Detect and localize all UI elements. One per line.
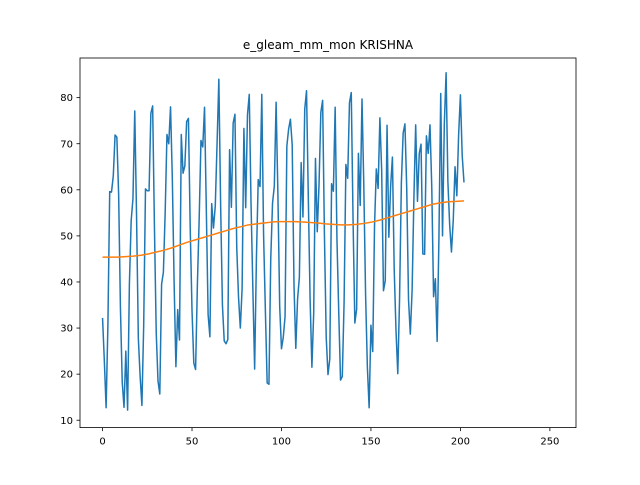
x-tick-label: 0 bbox=[99, 437, 105, 448]
y-tick-label: 30 bbox=[60, 324, 73, 335]
y-tick-label: 60 bbox=[60, 185, 73, 196]
x-axis: 0 50 100 150 200 250 bbox=[99, 427, 559, 448]
y-tick-label: 10 bbox=[60, 416, 73, 427]
x-tick-label: 200 bbox=[451, 437, 470, 448]
series-line-trend bbox=[102, 200, 465, 258]
y-tick-label: 20 bbox=[60, 370, 73, 381]
plot-lines bbox=[101, 72, 465, 411]
y-tick-label: 50 bbox=[60, 231, 73, 242]
y-tick-label: 70 bbox=[60, 139, 73, 150]
x-tick-label: 250 bbox=[540, 437, 559, 448]
y-tick-label: 80 bbox=[60, 93, 73, 104]
y-axis: 10 20 30 40 50 60 70 80 bbox=[60, 93, 80, 427]
x-tick-label: 50 bbox=[186, 437, 199, 448]
x-tick-label: 100 bbox=[272, 437, 291, 448]
chart-title: e_gleam_mm_mon KRISHNA bbox=[243, 38, 414, 52]
x-tick-label: 150 bbox=[361, 437, 380, 448]
plot-frame bbox=[79, 57, 577, 429]
y-tick-label: 40 bbox=[60, 278, 73, 289]
series-line-raw bbox=[101, 72, 465, 411]
